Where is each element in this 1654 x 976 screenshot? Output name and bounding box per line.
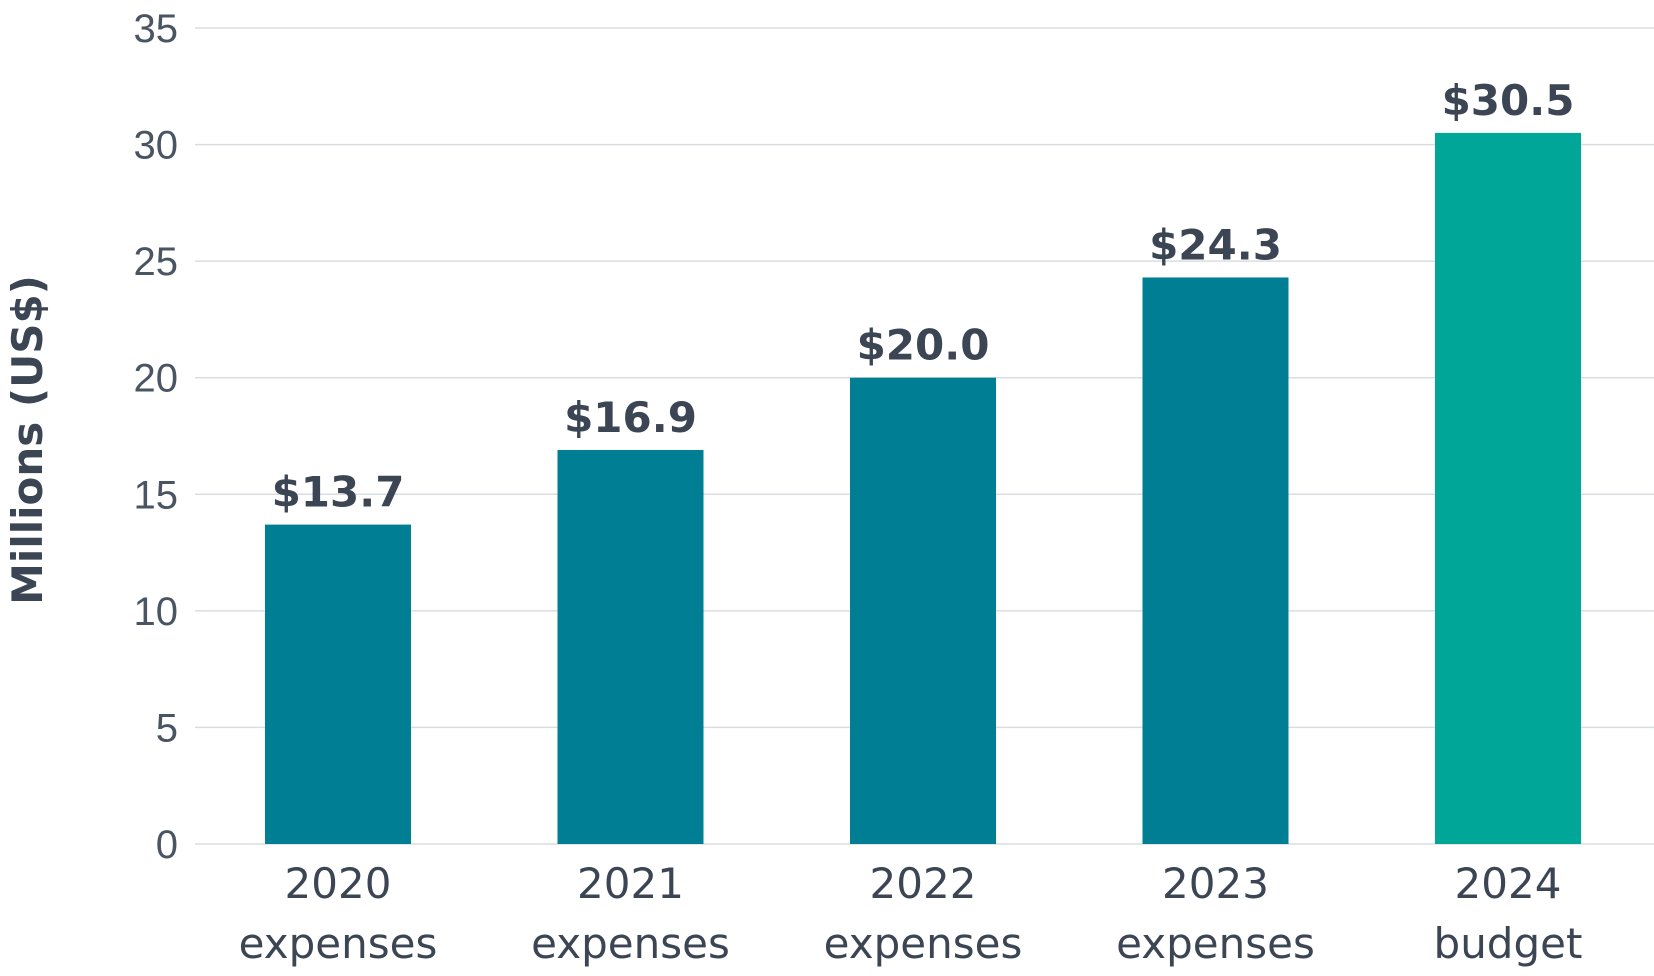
bar-2021: [557, 449, 704, 844]
y-axis-ticks: 0 5 10 15 20 25 30 35: [134, 7, 179, 867]
category-label-type: expenses: [531, 919, 730, 968]
y-axis-title: Millions (US$): [3, 275, 52, 605]
category-label-year: 2023: [1162, 859, 1269, 908]
y-tick-label: 10: [134, 590, 179, 634]
bar-2020: [265, 524, 411, 844]
data-label-2024: $30.5: [1442, 76, 1575, 125]
y-tick-label: 15: [134, 473, 179, 517]
y-tick-label: 5: [156, 706, 178, 750]
bar-2022: [850, 377, 996, 844]
category-label-year: 2024: [1455, 859, 1562, 908]
data-label-2023: $24.3: [1149, 220, 1282, 269]
data-label-2022: $20.0: [857, 321, 990, 370]
bars: [265, 132, 1581, 844]
category-label-year: 2022: [870, 859, 977, 908]
y-tick-label: 20: [134, 357, 179, 401]
category-label-type: expenses: [1116, 919, 1315, 968]
bar-2024: [1435, 132, 1581, 844]
category-label-type: budget: [1434, 919, 1583, 968]
category-label-type: expenses: [824, 919, 1023, 968]
data-label-2020: $13.7: [272, 468, 405, 517]
data-labels: $13.7 $16.9 $20.0 $24.3 $30.5: [272, 76, 1575, 517]
y-tick-label: 25: [134, 240, 179, 284]
y-tick-label: 0: [156, 823, 178, 867]
x-axis-categories: 2020 expenses 2021 expenses 2022 expenses 2023…: [239, 859, 1583, 968]
bar-2023: [1142, 277, 1289, 844]
category-label-year: 2021: [577, 859, 684, 908]
y-tick-label: 30: [134, 124, 179, 168]
category-label-type: expenses: [239, 919, 438, 968]
category-label-year: 2020: [285, 859, 392, 908]
data-label-2021: $16.9: [564, 393, 697, 442]
y-tick-label: 35: [134, 7, 179, 51]
